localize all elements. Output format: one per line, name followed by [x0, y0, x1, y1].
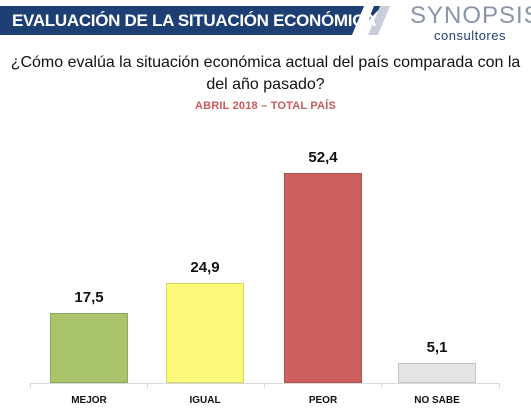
header-band	[0, 6, 382, 35]
bar-no-sabe	[398, 363, 476, 383]
x-axis-baseline	[30, 383, 500, 384]
bar-igual	[166, 283, 244, 383]
bar-value-label: 24,9	[190, 259, 220, 276]
chart-question: ¿Cómo evalúa la situación económica actu…	[10, 54, 521, 93]
x-axis-tick	[499, 383, 500, 388]
x-axis-tick	[264, 383, 265, 388]
bar-value-label: 52,4	[308, 149, 338, 166]
x-axis-tick	[30, 383, 31, 388]
category-label: MEJOR	[71, 395, 107, 406]
bar-value-label: 17,5	[74, 289, 104, 306]
synopsis-logo: SYNOPSIS consultores	[400, 2, 531, 43]
x-axis-tick	[381, 383, 382, 388]
logo-sub-text: consultores	[434, 28, 506, 43]
bar-value-label: 5,1	[426, 339, 448, 356]
chart-subtitle: ABRIL 2018 – TOTAL PAÍS	[194, 100, 337, 112]
bar-peor	[284, 173, 362, 383]
bar-mejor	[50, 313, 128, 383]
category-label: NO SABE	[414, 395, 460, 406]
logo-main-text: SYNOPSIS	[410, 2, 531, 29]
category-label: IGUAL	[189, 395, 221, 406]
category-label: PEOR	[308, 395, 338, 406]
x-axis-tick	[147, 383, 148, 388]
header: EVALUACIÓN DE LA SITUACIÓN ECONÓMICA SYN…	[0, 0, 531, 44]
page-title: EVALUACIÓN DE LA SITUACIÓN ECONÓMICA	[12, 11, 377, 30]
